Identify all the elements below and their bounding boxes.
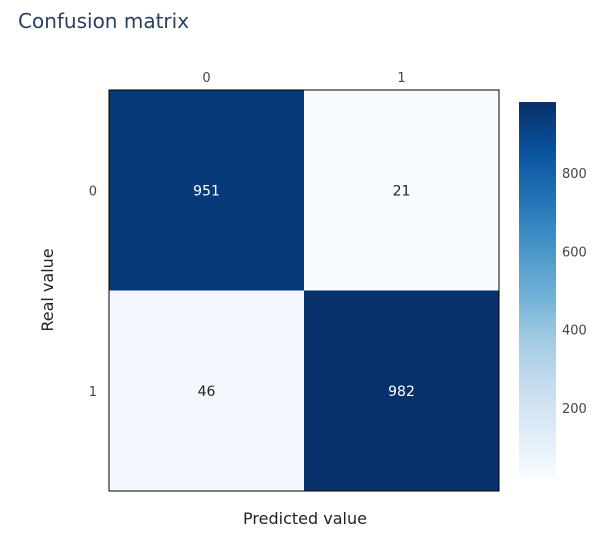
x-tick-label-0: 0 xyxy=(202,71,210,86)
colorbar-gradient xyxy=(519,102,556,478)
heatmap-cell-1-1 xyxy=(304,290,499,491)
y-tick-label-1: 1 xyxy=(89,385,97,400)
colorbar-tick-label-2: 600 xyxy=(562,245,587,260)
y-tick-label-0: 0 xyxy=(89,184,97,199)
y-axis-ticks: 01 xyxy=(89,184,97,400)
x-axis-label: Predicted value xyxy=(243,509,367,528)
cell-value-0-0: 951 xyxy=(193,183,220,199)
x-tick-label-1: 1 xyxy=(397,71,405,86)
cell-value-1-0: 46 xyxy=(198,384,216,400)
cell-value-1-1: 982 xyxy=(388,384,415,400)
heatmap-cells: 951 21 46 982 xyxy=(108,89,500,492)
heatmap-cell-1-0 xyxy=(109,290,304,491)
cell-value-0-1: 21 xyxy=(393,183,411,199)
heatmap-cell-0-0 xyxy=(109,90,304,291)
colorbar-tick-label-1: 400 xyxy=(562,324,587,339)
plot-border xyxy=(108,89,500,492)
colorbar-tick-label-0: 200 xyxy=(562,402,587,417)
heatmap-cell-0-1 xyxy=(304,90,499,291)
colorbar-tick-label-3: 800 xyxy=(562,167,587,182)
colorbar: 200 400 600 800 xyxy=(519,102,587,478)
y-axis-label: Real value xyxy=(38,248,57,331)
chart-title: Confusion matrix xyxy=(18,9,189,33)
